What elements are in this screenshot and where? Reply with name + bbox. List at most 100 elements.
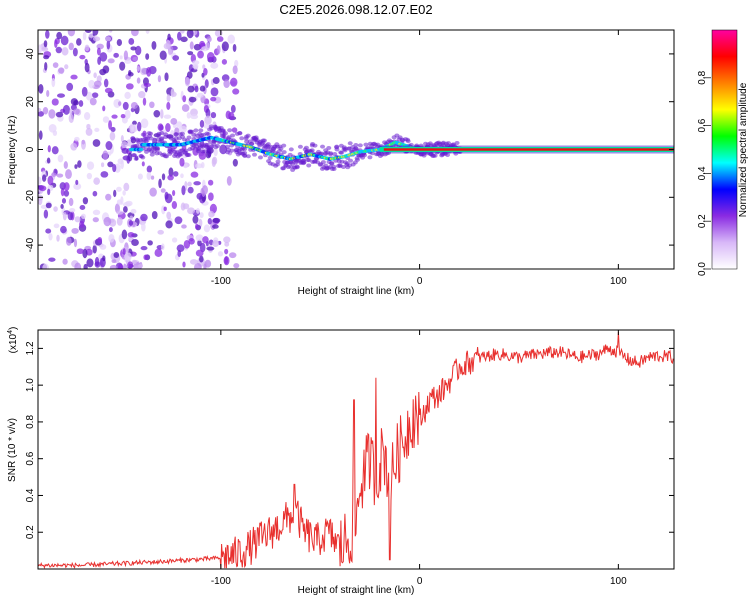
spectrogram-noise-blob <box>210 87 219 97</box>
spectrogram-noise-blob <box>38 111 45 117</box>
spectrogram-noise-blob <box>68 197 74 207</box>
spectrogram-band-blob <box>357 143 363 148</box>
spectrogram-noise-blob <box>78 100 84 107</box>
spectrogram-noise-blob <box>176 244 185 252</box>
spectrogram-noise-blob <box>170 91 177 97</box>
spectrogram-noise-blob <box>100 162 105 168</box>
spectrogram-noise-blob <box>146 165 153 173</box>
spectrogram-noise-blob <box>125 83 134 90</box>
spectrogram-noise-blob <box>54 39 58 48</box>
spectrogram-band-blob <box>287 164 293 169</box>
spectrogram-noise-blob <box>180 36 188 43</box>
spectrogram-noise-blob <box>181 104 190 112</box>
spectrogram-noise-blob <box>111 114 118 119</box>
spectrogram-noise-blob <box>205 42 211 51</box>
spectrogram-band-blob <box>294 164 300 169</box>
spectrogram-noise-blob <box>127 261 134 269</box>
spectrogram-noise-blob <box>102 255 106 262</box>
spectrogram-band-blob <box>154 147 160 152</box>
spectrogram-noise-blob <box>179 30 185 34</box>
spectrogram-noise-blob <box>130 208 137 214</box>
spectrogram-band-blob <box>319 166 325 171</box>
spectrogram-band-blob <box>159 130 165 135</box>
spectrogram-noise-blob <box>38 107 42 113</box>
spectrogram-noise-blob <box>51 77 56 88</box>
spectrogram-noise-blob <box>84 30 92 34</box>
spectrogram-noise-blob <box>118 263 124 269</box>
spectrogram-noise-blob <box>233 263 240 269</box>
spectrogram-noise-blob <box>73 100 79 106</box>
spectrogram-noise-blob <box>102 150 109 161</box>
spectrogram-noise-blob <box>163 114 172 119</box>
spectrogram-noise-blob <box>192 215 199 224</box>
spectrogram-noise-blob <box>199 85 206 92</box>
spectrogram-noise-blob <box>170 118 178 125</box>
spectrogram-noise-blob <box>183 163 188 169</box>
spectrogram-noise-blob <box>153 110 161 118</box>
spectrogram-noise-blob <box>107 161 114 168</box>
spectrogram-noise-blob <box>195 249 204 257</box>
spectrogram-noise-blob <box>76 38 82 46</box>
spectrogram-noise-blob <box>48 233 53 241</box>
spectrogram-noise-blob <box>68 114 74 123</box>
spectrogram-noise-blob <box>57 93 66 98</box>
spectrogram-noise-blob <box>195 163 203 169</box>
spectrogram-noise-blob <box>112 163 117 173</box>
spectrogram-band-blob <box>339 150 345 155</box>
spectrogram-noise-blob <box>188 238 195 245</box>
spectrogram-band-blob <box>353 143 359 148</box>
spectrogram-noise-blob <box>74 262 82 269</box>
spectrogram-band-blob <box>245 154 251 159</box>
spectrogram-noise-blob <box>207 218 213 225</box>
spectrogram-band-blob <box>328 151 334 156</box>
spectrogram-noise-blob <box>94 261 101 268</box>
spectrogram-band-blob <box>230 133 236 138</box>
spectrogram-noise-blob <box>195 207 200 214</box>
spectrogram-noise-blob <box>116 216 123 226</box>
spectrogram-noise-blob <box>92 209 101 216</box>
spectrogram-noise-blob <box>151 40 157 50</box>
spectrogram-noise-blob <box>99 52 108 62</box>
spectrogram-noise-blob <box>38 195 43 206</box>
spectrogram-noise-blob <box>201 190 206 197</box>
spectrogram-noise-blob <box>109 30 113 33</box>
spectrogram-noise-blob <box>92 36 101 42</box>
spectrogram-band-blob <box>267 155 273 160</box>
spectrogram-noise-blob <box>188 96 197 103</box>
spectrogram-band-blob <box>244 139 250 144</box>
spectrogram-noise-blob <box>84 44 90 52</box>
spectrogram-noise-blob <box>234 59 239 68</box>
spectrogram-noise-blob <box>212 240 220 248</box>
spectrogram-noise-blob <box>117 158 124 165</box>
spectrogram-noise-blob <box>131 238 139 246</box>
spectrogram-y-tick-label: 40 <box>25 48 36 60</box>
spectrogram-noise-blob <box>192 63 199 69</box>
spectrogram-noise-blob <box>221 59 228 65</box>
spectrogram-noise-blob <box>63 161 68 169</box>
spectrogram-noise-blob <box>181 185 186 196</box>
spectrogram-noise-blob <box>172 171 179 177</box>
spectrogram-noise-blob <box>109 264 118 269</box>
snr-panel: -100 0 100 0.2 0.4 0.6 0.8 1.0 1.2 Height of st… <box>7 327 675 596</box>
spectrogram-noise-blob <box>123 50 129 61</box>
spectrogram-band-blob <box>297 144 303 149</box>
snr-xlabel: Height of straight line (km) <box>298 585 415 596</box>
spectrogram-band-blob <box>227 128 233 133</box>
spectrogram-noise-blob <box>149 101 155 109</box>
spectrogram-noise-blob <box>157 75 162 83</box>
spectrogram-noise-blob <box>230 77 238 87</box>
spectrogram-noise-blob <box>223 256 230 266</box>
spectrogram-noise-blob <box>79 204 86 211</box>
spectrogram-noise-blob <box>46 90 50 97</box>
spectrogram-noise-blob <box>140 213 148 222</box>
chart-title: C2E5.2026.098.12.07.E02 <box>279 2 432 17</box>
spectrogram-y-ticks: -40 -20 0 20 40 <box>25 48 674 252</box>
spectrogram-noise-blob <box>167 174 174 181</box>
spectrogram-noise-blob <box>187 207 196 215</box>
spectrogram-noise-blob <box>55 111 64 118</box>
spectrogram-noise-blob <box>128 220 134 226</box>
spectrogram-band-blob <box>179 131 185 136</box>
spectrogram-noise-blob <box>116 210 124 215</box>
spectrogram-noise-blob <box>89 97 97 106</box>
spectrogram-band-blob <box>163 132 169 137</box>
